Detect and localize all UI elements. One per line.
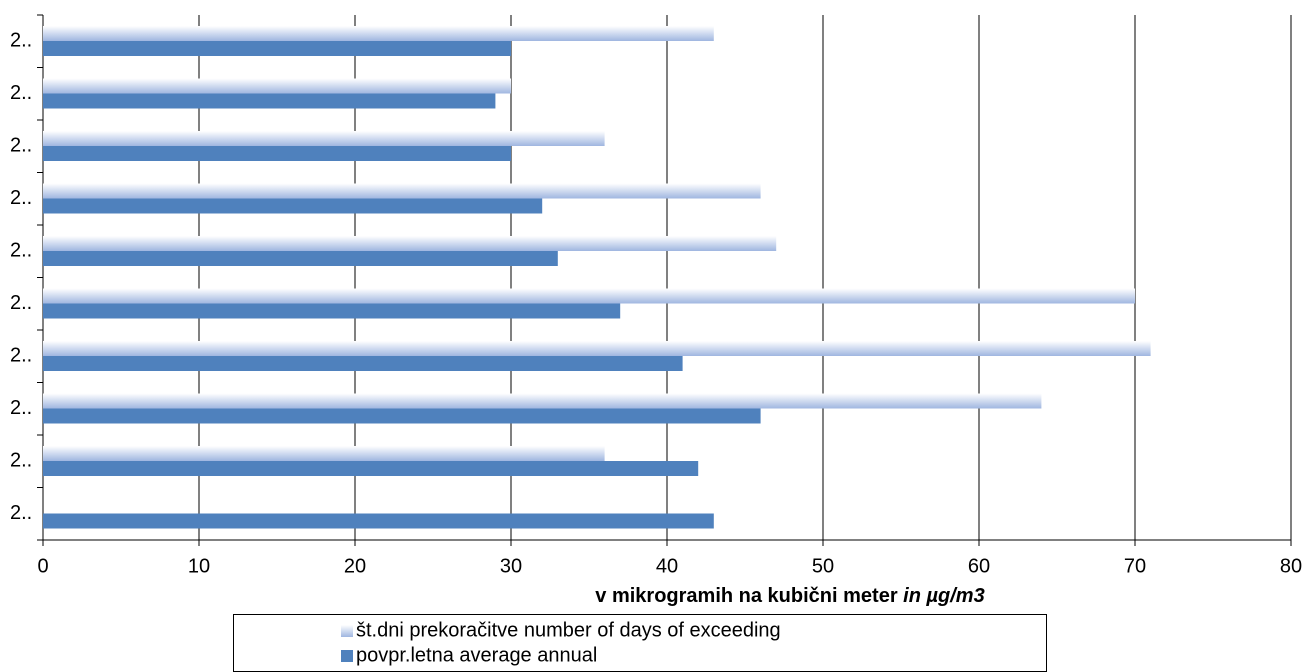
y-tick-label: 2..	[10, 345, 32, 367]
bar	[43, 446, 605, 461]
bar	[43, 183, 761, 199]
x-tick-label: 60	[968, 555, 990, 577]
bar	[43, 356, 683, 371]
x-tick-label: 50	[812, 555, 834, 577]
x-axis-label: v mikrogramih na kubični meter in µg/m3	[595, 585, 984, 607]
bar	[43, 461, 699, 476]
y-tick-label: 2..	[10, 292, 32, 314]
bar	[43, 408, 761, 424]
x-tick-label: 40	[656, 555, 678, 577]
legend-swatch	[341, 650, 353, 662]
x-tick-label: 30	[500, 555, 522, 577]
bar	[43, 303, 621, 319]
y-tick-label: 2..	[10, 135, 32, 157]
bar	[43, 198, 543, 214]
bar	[43, 26, 714, 41]
legend-label: povpr.letna average annual	[356, 644, 597, 666]
x-tick-label: 20	[344, 555, 366, 577]
bar	[43, 513, 714, 529]
x-tick-label: 70	[1124, 555, 1146, 577]
y-tick-label: 2..	[10, 502, 32, 524]
x-axis-label-unit: in µg/m3	[903, 585, 985, 607]
y-tick-label: 2..	[10, 82, 32, 104]
legend-box	[233, 614, 1047, 672]
bar	[43, 131, 605, 146]
bar	[43, 251, 558, 266]
y-tick-label: 2..	[10, 397, 32, 419]
bar	[43, 288, 1135, 304]
bar	[43, 146, 511, 161]
y-tick-label: 2..	[10, 450, 32, 472]
bar	[43, 341, 1151, 356]
bar	[43, 236, 777, 251]
legend-swatch	[341, 625, 353, 637]
x-tick-label: 80	[1280, 555, 1302, 577]
x-tick-label: 0	[37, 555, 48, 577]
bar	[43, 41, 511, 56]
bar	[43, 93, 496, 109]
x-tick-label: 10	[188, 555, 210, 577]
y-tick-label: 2..	[10, 30, 32, 52]
y-tick-label: 2..	[10, 240, 32, 262]
x-axis-label-main: v mikrogramih na kubični meter	[595, 585, 898, 607]
bar	[43, 78, 511, 94]
legend-label: št.dni prekoračitve number of days of ex…	[356, 619, 781, 641]
y-tick-label: 2..	[10, 187, 32, 209]
bar	[43, 393, 1042, 409]
